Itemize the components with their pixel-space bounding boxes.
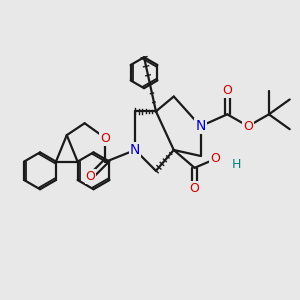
Text: N: N (195, 119, 206, 133)
Text: O: O (243, 120, 253, 133)
Text: N: N (130, 143, 140, 157)
Text: O: O (190, 182, 200, 195)
Text: H: H (232, 158, 241, 171)
Text: O: O (211, 152, 220, 165)
Text: O: O (85, 170, 95, 183)
Text: O: O (100, 132, 110, 145)
Text: O: O (222, 84, 232, 97)
